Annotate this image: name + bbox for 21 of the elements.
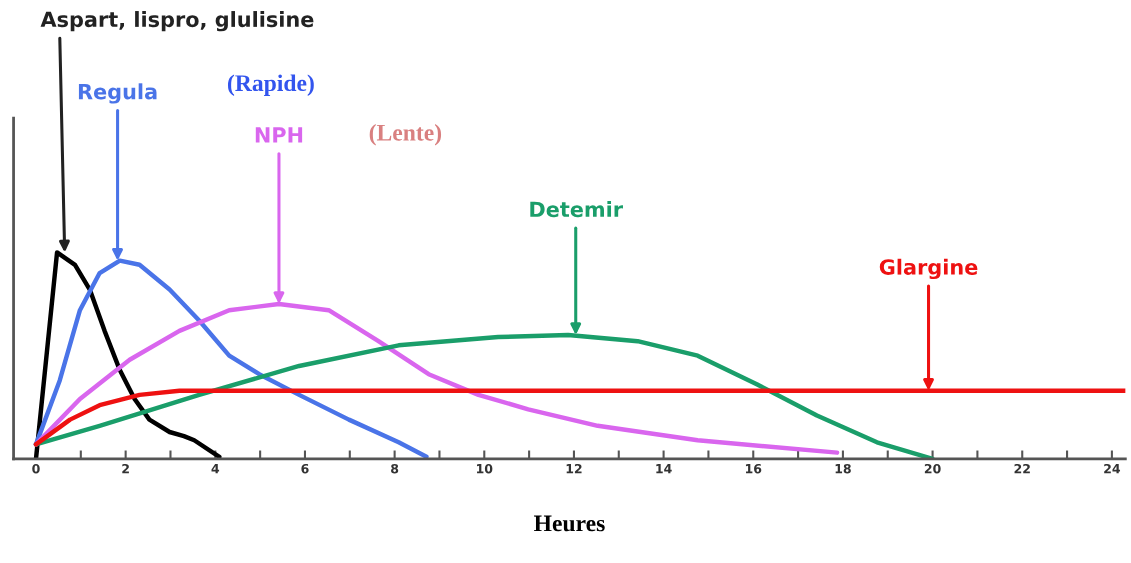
x-tick-label: 12 <box>566 463 582 474</box>
annotation: Regula <box>78 83 157 104</box>
annotation: NPH <box>255 127 303 143</box>
x-tick-label: 18 <box>835 463 851 474</box>
x-tick-label: 6 <box>301 463 309 474</box>
x-tick-label: 4 <box>211 464 220 474</box>
annotation: Aspart, lispro, glulisine <box>40 11 314 32</box>
x-tick-label: 24 <box>1104 463 1121 474</box>
annotation: Detemir <box>530 201 623 218</box>
x-tick-label: 16 <box>745 463 762 474</box>
x-tick-label: 20 <box>924 463 941 474</box>
x-tick-label: 2 <box>122 463 129 474</box>
x-axis-title: Heures <box>534 515 605 532</box>
x-tick-label: 10 <box>477 463 493 474</box>
text: (Rapide) <box>227 74 314 96</box>
x-tick-label: 8 <box>391 463 399 474</box>
x-tick-label: 14 <box>656 464 672 474</box>
text: (Lente) <box>369 124 442 146</box>
annotation: Glargine <box>879 258 978 280</box>
x-tick-label: 0 <box>32 463 40 474</box>
x-tick-label: 22 <box>1014 463 1030 474</box>
